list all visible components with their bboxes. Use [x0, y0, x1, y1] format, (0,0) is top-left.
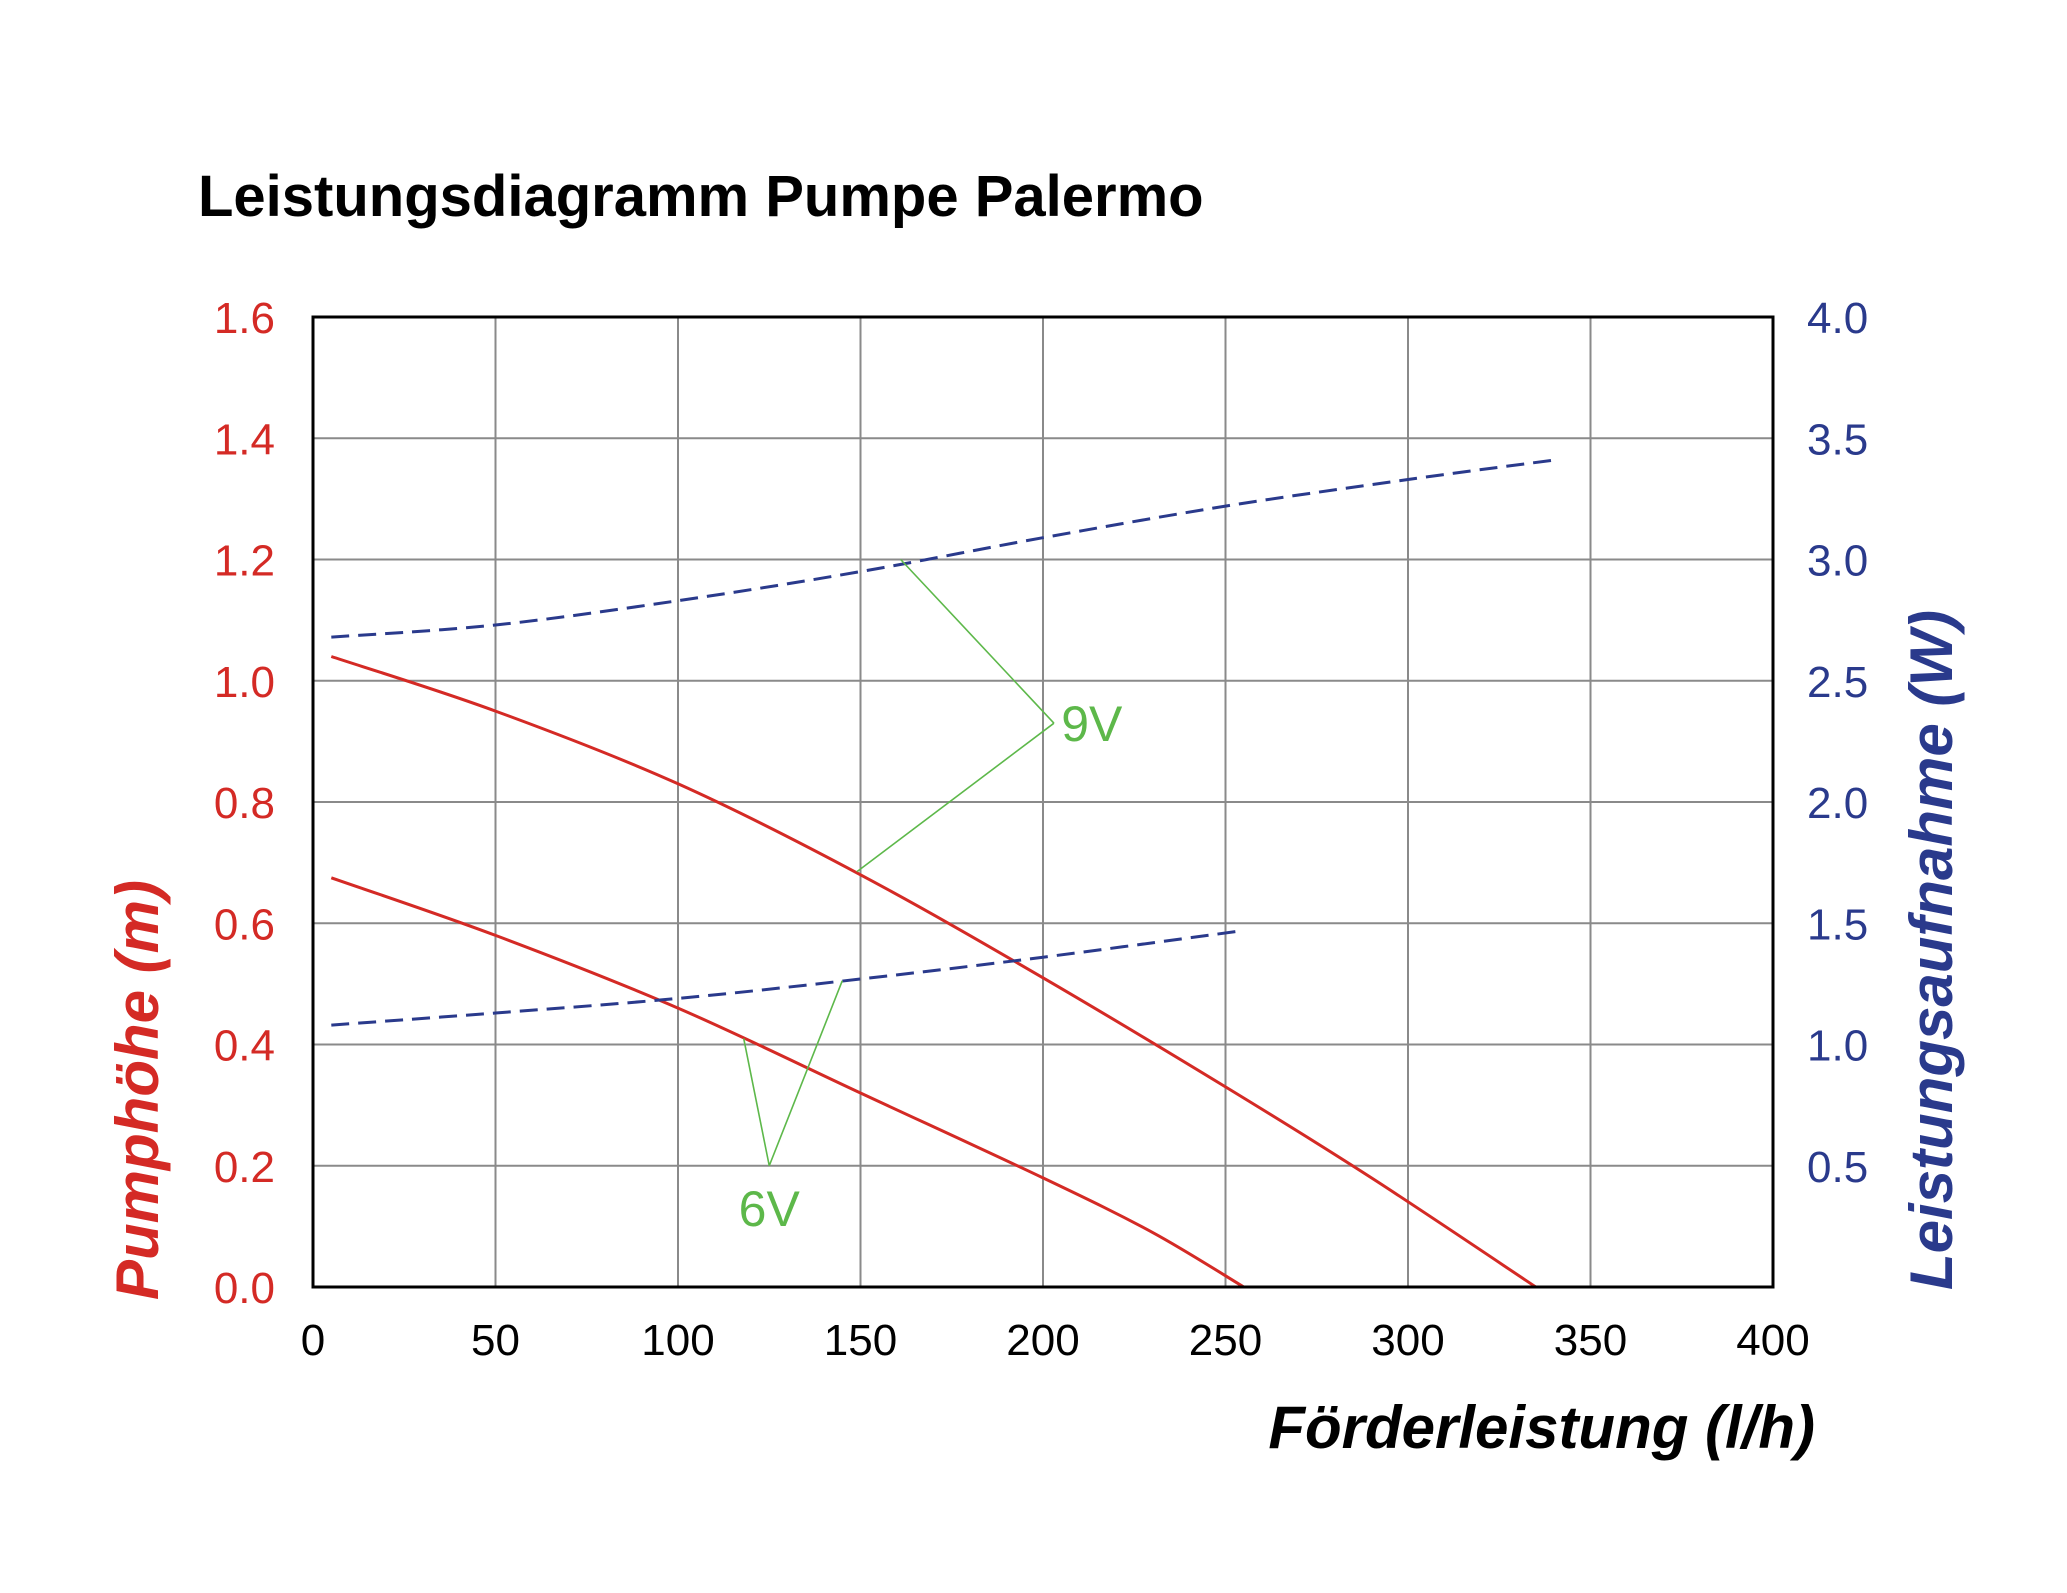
power-line — [331, 929, 1244, 1027]
left-tick-label: 1.4 — [214, 415, 275, 464]
right-tick-label: 3.5 — [1807, 415, 1868, 464]
head-line — [330, 655, 1537, 1289]
annotation-label: 6V — [739, 1181, 801, 1237]
left-tick-label: 0.6 — [214, 900, 275, 949]
annotation-leader-line — [742, 1038, 771, 1166]
annotation-leader-line — [900, 558, 1055, 724]
right-tick-label: 3.0 — [1807, 537, 1868, 586]
left-axis-ticks: 0.0 0.2 0.4 0.6 0.8 1.0 1.2 1.4 1.6 — [214, 294, 275, 1313]
right-tick-label: 1.5 — [1807, 900, 1868, 949]
left-tick-label: 0.0 — [214, 1264, 275, 1313]
right-tick-label: 0.5 — [1807, 1143, 1868, 1192]
left-tick-label: 1.2 — [214, 537, 275, 586]
x-axis-title: Förderleistung (l/h) — [1268, 1394, 1815, 1461]
right-axis-title: Leistungsaufnahme (W) — [1898, 610, 1965, 1290]
left-tick-label: 0.2 — [214, 1143, 275, 1192]
x-tick-label: 350 — [1554, 1316, 1627, 1365]
head-line — [330, 876, 1245, 1289]
x-tick-label: 100 — [641, 1316, 714, 1365]
left-tick-label: 0.4 — [214, 1022, 275, 1071]
plot-frame — [311, 315, 1775, 1289]
annotation-label: 9V — [1061, 696, 1123, 752]
x-tick-label: 250 — [1189, 1316, 1262, 1365]
annotation-leader-line — [856, 722, 1055, 873]
right-tick-label: 1.0 — [1807, 1022, 1868, 1071]
right-tick-label: 2.0 — [1807, 779, 1868, 828]
x-tick-label: 0 — [301, 1316, 325, 1365]
x-tick-label: 400 — [1736, 1316, 1809, 1365]
grid-lines — [312, 316, 1774, 1288]
left-tick-label: 0.8 — [214, 779, 275, 828]
power-line — [331, 458, 1555, 639]
x-tick-label: 300 — [1371, 1316, 1444, 1365]
right-tick-label: 2.5 — [1807, 658, 1868, 707]
x-tick-label: 200 — [1006, 1316, 1079, 1365]
x-tick-label: 50 — [471, 1316, 520, 1365]
left-tick-label: 1.0 — [214, 658, 275, 707]
left-tick-label: 1.6 — [214, 294, 275, 343]
x-axis-ticks: 0 50 100 150 200 250 300 350 400 — [301, 1316, 1810, 1365]
x-tick-label: 150 — [824, 1316, 897, 1365]
annotation-leader-line — [768, 980, 843, 1167]
chart-title: Leistungsdiagramm Pumpe Palermo — [198, 164, 1204, 229]
right-axis-ticks: 0.5 1.0 1.5 2.0 2.5 3.0 3.5 4.0 — [1807, 294, 1868, 1192]
data-series — [330, 458, 1555, 1289]
right-tick-label: 4.0 — [1807, 294, 1868, 343]
left-axis-title: Pumphöhe (m) — [104, 880, 171, 1300]
annotations: 9V 6V — [739, 558, 1123, 1237]
